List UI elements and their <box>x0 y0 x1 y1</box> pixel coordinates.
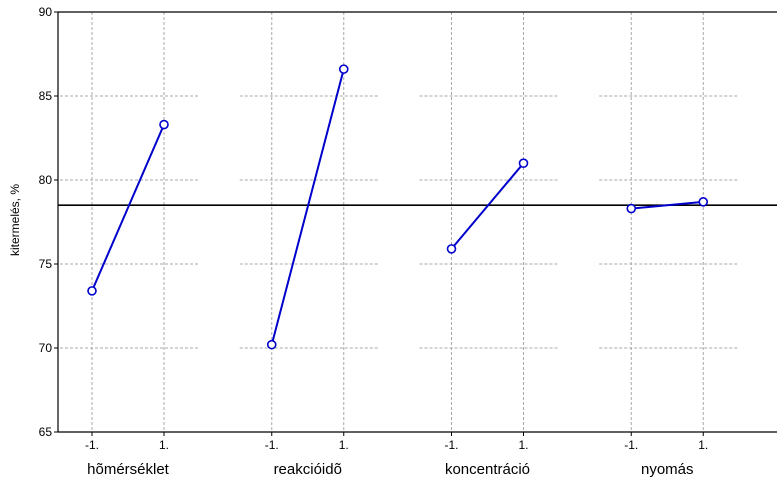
y-tick-label: 85 <box>39 89 53 103</box>
x-tick-label: 1. <box>698 438 708 452</box>
y-tick-label: 80 <box>39 173 53 187</box>
y-tick-label: 70 <box>39 341 53 355</box>
panel-0: -1. 1. hõmérséklet <box>85 119 170 478</box>
data-point <box>698 197 709 207</box>
panels-layer: -1. 1. hõmérséklet -1. 1. reakcióidõ -1. 1. konc… <box>85 64 709 478</box>
axes-layer: 65 70 75 80 85 90 <box>39 5 777 439</box>
data-point <box>446 244 457 254</box>
panel-3: -1. 1. nyomás <box>624 197 709 478</box>
effect-line <box>91 124 165 292</box>
x-tick-label: -1. <box>444 438 458 452</box>
y-tick-label: 65 <box>39 425 53 439</box>
data-point <box>338 64 349 74</box>
panel-2: -1. 1. koncentráció <box>444 158 530 478</box>
x-tick-label: -1. <box>265 438 279 452</box>
x-tick-label: 1. <box>518 438 528 452</box>
y-axis-label: kitermelés, % <box>8 184 22 256</box>
x-tick-label: -1. <box>624 438 638 452</box>
data-point <box>159 119 169 130</box>
data-point <box>266 339 277 350</box>
effect-line <box>631 200 704 210</box>
x-tick-label: -1. <box>85 438 99 452</box>
x-tick-label: 1. <box>159 438 169 452</box>
effect-line <box>450 162 525 250</box>
factor-label: nyomás <box>641 461 694 478</box>
panel-1: -1. 1. reakcióidõ <box>265 64 349 478</box>
factor-label: koncentráció <box>445 461 530 478</box>
grid-layer <box>60 12 739 432</box>
data-point <box>518 158 529 168</box>
data-point <box>626 203 637 214</box>
factor-label: hõmérséklet <box>87 461 170 478</box>
data-point <box>87 286 97 296</box>
x-tick-label: 1. <box>339 438 349 452</box>
factor-label: reakcióidõ <box>274 461 342 478</box>
y-tick-label: 75 <box>39 257 53 271</box>
y-tick-label: 90 <box>39 5 53 19</box>
effect-line <box>270 68 345 345</box>
